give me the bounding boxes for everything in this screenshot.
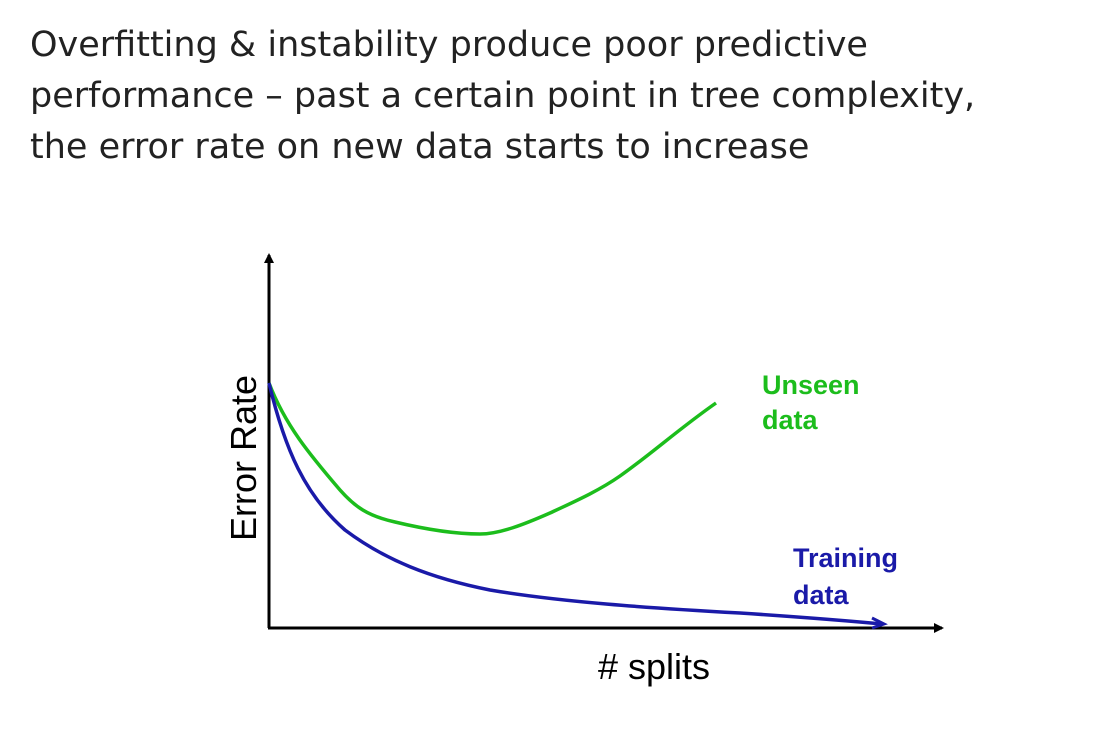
title-line-3: the error rate on new data starts to inc… <box>30 127 810 167</box>
training-label-line1: Training <box>793 543 898 573</box>
unseen-label-line2: data <box>762 405 819 435</box>
training-label-line2: data <box>793 580 850 610</box>
x-axis-label: # splits <box>598 646 710 687</box>
unseen-data-curve <box>267 382 717 536</box>
y-axis-label: Error Rate <box>223 375 264 541</box>
training-data-curve <box>267 382 883 626</box>
title-line-1: Overfitting & instability produce poor p… <box>30 25 868 65</box>
title-line-2: performance – past a certain point in tr… <box>30 76 976 116</box>
unseen-label-line1: Unseen <box>762 370 860 400</box>
training-curve-arrow-icon <box>871 616 888 630</box>
slide-title: Overfitting & instability produce poor p… <box>30 20 1070 173</box>
